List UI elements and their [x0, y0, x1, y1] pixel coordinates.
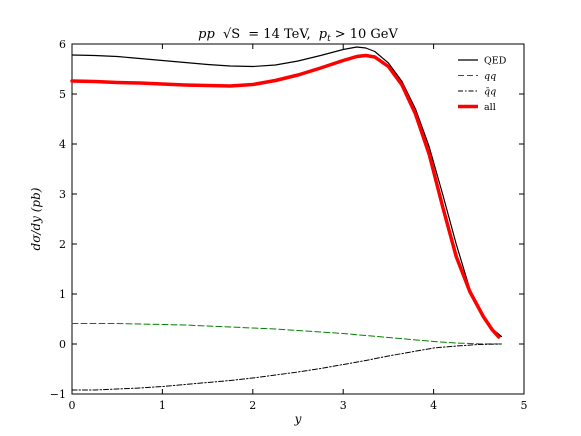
- title-pt-subscript: t: [327, 34, 331, 44]
- y-tick-label: 3: [59, 188, 66, 201]
- y-axis-label: dσ/dy (pb): [29, 187, 43, 250]
- legend-label-1: qq: [484, 71, 496, 82]
- series-line-1: [71, 323, 502, 345]
- title-pt-symbol: p: [319, 27, 328, 42]
- plot-frame: [71, 43, 525, 395]
- y-tick-label: 5: [59, 88, 66, 101]
- y-tick-label: 1: [59, 288, 66, 301]
- legend: QED qq q̄q all: [458, 56, 507, 113]
- x-tick-label: 4: [430, 399, 437, 412]
- y-tick-label: 4: [59, 138, 66, 151]
- chart-title: pp √S = 14 TeV, pt > 10 GeV: [198, 27, 398, 44]
- legend-label-2: q̄q: [484, 87, 496, 98]
- series-line-2: [71, 343, 502, 391]
- x-tick-label: 5: [521, 399, 528, 412]
- x-tick-label: 1: [159, 399, 166, 412]
- y-tick-label: 6: [59, 38, 66, 51]
- series-line-0: [71, 46, 502, 338]
- legend-label-3: all: [484, 102, 496, 113]
- x-tick-label: 3: [340, 399, 347, 412]
- x-tick-label: 0: [69, 399, 76, 412]
- y-tick-label: 2: [59, 238, 66, 251]
- x-axis-label: y: [294, 412, 302, 426]
- x-tick-label: 2: [249, 399, 256, 412]
- y-tick-label: 0: [59, 338, 66, 351]
- title-sqrt-s: √S: [223, 27, 240, 42]
- y-tick-label: −1: [50, 388, 66, 401]
- legend-label-0: QED: [484, 56, 507, 67]
- title-process: pp: [198, 27, 215, 42]
- series-layer: [70, 46, 502, 391]
- title-pt-cut: > 10 GeV: [335, 27, 399, 42]
- series-line-3: [70, 53, 501, 339]
- title-energy: = 14 TeV,: [248, 27, 310, 42]
